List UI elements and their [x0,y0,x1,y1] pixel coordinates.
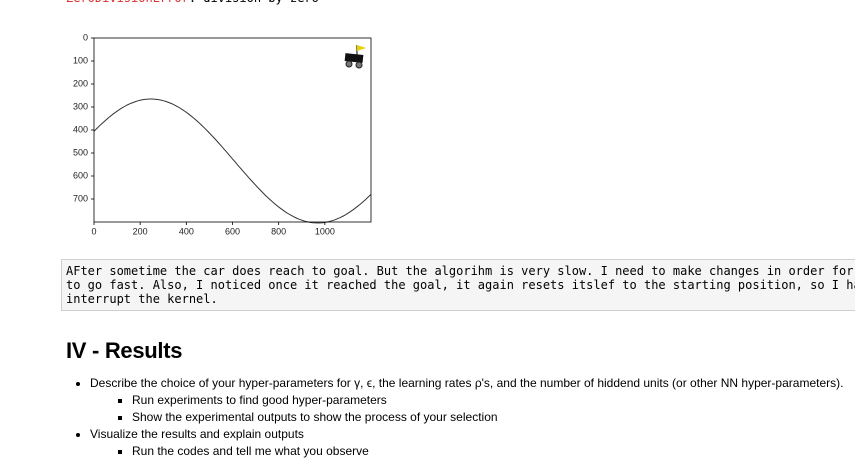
section-heading: IV - Results [66,338,183,363]
code-text: AFter sometime the car does reach to goa… [62,260,855,310]
chart: 0 200 400 600 800 1000 0 100 200 300 400 500 600 700 [73,32,372,236]
sub-bullet: Run the codes and tell me what you obser… [132,443,843,460]
error-message: : division by zero [189,0,319,5]
bullet-text: Run experiments to find good hyper-param… [132,393,387,407]
bullet: Visualize the results and explain output… [90,426,843,460]
sub-list: Run experiments to find good hyper-param… [90,392,843,426]
x-tick-label: 600 [225,226,240,236]
bullet-text: Describe the choice of your hyper-parame… [90,376,844,390]
code-line: interrupt the kernel. [66,292,218,306]
car-wheel [355,61,363,69]
x-tick-label: 1000 [315,226,335,236]
markdown-code-cell: AFter sometime the car does reach to goa… [61,259,855,311]
flag [357,45,366,51]
plot-frame [93,37,372,223]
bullet: Describe the choice of your hyper-parame… [90,375,843,426]
code-line: AFter sometime the car does reach to goa… [66,264,854,278]
y-tick-label: 100 [73,55,88,65]
x-tick-label: 0 [91,226,96,236]
y-tick-label: 600 [73,170,88,180]
y-tick-label: 300 [73,101,88,111]
sub-list: Run the codes and tell me what you obser… [90,443,843,460]
sub-bullet: Run experiments to find good hyper-param… [132,392,843,409]
bullet-text: Run the codes and tell me what you obser… [132,444,369,458]
car-body [344,53,364,63]
bullet-list: Describe the choice of your hyper-parame… [72,375,843,460]
x-tick-label: 400 [179,226,194,236]
error-type: ZeroDivisionError [66,0,189,5]
bullet-text: Show the experimental outputs to show th… [132,410,498,424]
error-output: ZeroDivisionError: division by zero [66,0,319,5]
code-line: to go fast. Also, I noticed once it reac… [66,278,855,292]
mountain-curve [93,98,372,224]
bullet-text: Visualize the results and explain output… [90,427,304,441]
y-tick-label: 200 [73,78,88,88]
sub-bullet: Show the experimental outputs to show th… [132,409,843,426]
y-tick-label: 700 [73,193,88,203]
y-tick-label: 0 [83,32,88,42]
x-tick-label: 800 [271,226,286,236]
x-tick-label: 200 [133,226,148,236]
y-tick-label: 500 [73,147,88,157]
car-wheel [345,60,353,68]
y-tick-label: 400 [73,124,88,134]
